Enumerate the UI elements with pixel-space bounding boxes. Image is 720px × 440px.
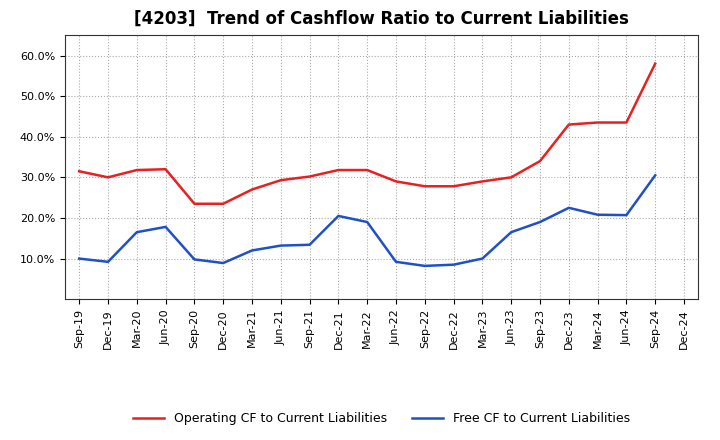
Free CF to Current Liabilities [363, 220, 372, 225]
Operating CF to Current Liabilities [564, 122, 573, 127]
Legend: Operating CF to Current Liabilities, Free CF to Current Liabilities: Operating CF to Current Liabilities, Fre… [127, 407, 636, 430]
Line: Free CF to Current Liabilities: Free CF to Current Liabilities [79, 175, 655, 266]
Operating CF to Current Liabilities [392, 179, 400, 184]
Free CF to Current Liabilities [507, 230, 516, 235]
Operating CF to Current Liabilities [507, 175, 516, 180]
Free CF to Current Liabilities [478, 256, 487, 261]
Free CF to Current Liabilities [334, 213, 343, 219]
Operating CF to Current Liabilities [478, 179, 487, 184]
Free CF to Current Liabilities [593, 212, 602, 217]
Free CF to Current Liabilities [219, 260, 228, 266]
Operating CF to Current Liabilities [334, 167, 343, 172]
Free CF to Current Liabilities [651, 172, 660, 178]
Free CF to Current Liabilities [104, 259, 112, 264]
Free CF to Current Liabilities [622, 213, 631, 218]
Operating CF to Current Liabilities [104, 175, 112, 180]
Free CF to Current Liabilities [420, 263, 429, 268]
Free CF to Current Liabilities [449, 262, 458, 268]
Operating CF to Current Liabilities [536, 158, 544, 164]
Operating CF to Current Liabilities [75, 169, 84, 174]
Operating CF to Current Liabilities [363, 167, 372, 172]
Free CF to Current Liabilities [75, 256, 84, 261]
Operating CF to Current Liabilities [651, 61, 660, 66]
Free CF to Current Liabilities [132, 230, 141, 235]
Operating CF to Current Liabilities [190, 201, 199, 206]
Line: Operating CF to Current Liabilities: Operating CF to Current Liabilities [79, 64, 655, 204]
Free CF to Current Liabilities [305, 242, 314, 247]
Free CF to Current Liabilities [564, 205, 573, 210]
Operating CF to Current Liabilities [132, 167, 141, 172]
Free CF to Current Liabilities [392, 259, 400, 264]
Free CF to Current Liabilities [248, 248, 256, 253]
Free CF to Current Liabilities [190, 257, 199, 262]
Operating CF to Current Liabilities [276, 178, 285, 183]
Title: [4203]  Trend of Cashflow Ratio to Current Liabilities: [4203] Trend of Cashflow Ratio to Curren… [134, 10, 629, 28]
Operating CF to Current Liabilities [305, 174, 314, 179]
Operating CF to Current Liabilities [593, 120, 602, 125]
Operating CF to Current Liabilities [449, 183, 458, 189]
Operating CF to Current Liabilities [420, 183, 429, 189]
Operating CF to Current Liabilities [622, 120, 631, 125]
Operating CF to Current Liabilities [219, 201, 228, 206]
Free CF to Current Liabilities [161, 224, 170, 230]
Operating CF to Current Liabilities [161, 167, 170, 172]
Free CF to Current Liabilities [276, 243, 285, 248]
Free CF to Current Liabilities [536, 220, 544, 225]
Operating CF to Current Liabilities [248, 187, 256, 192]
